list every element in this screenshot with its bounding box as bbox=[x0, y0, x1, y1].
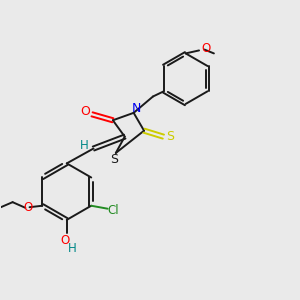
Text: H: H bbox=[80, 139, 89, 152]
Text: S: S bbox=[166, 130, 174, 142]
Text: O: O bbox=[201, 42, 210, 55]
Text: S: S bbox=[110, 153, 118, 166]
Text: O: O bbox=[81, 105, 90, 118]
Text: O: O bbox=[61, 234, 70, 247]
Text: Cl: Cl bbox=[108, 204, 119, 217]
Text: H: H bbox=[68, 242, 76, 255]
Text: O: O bbox=[23, 201, 32, 214]
Text: N: N bbox=[132, 102, 141, 115]
